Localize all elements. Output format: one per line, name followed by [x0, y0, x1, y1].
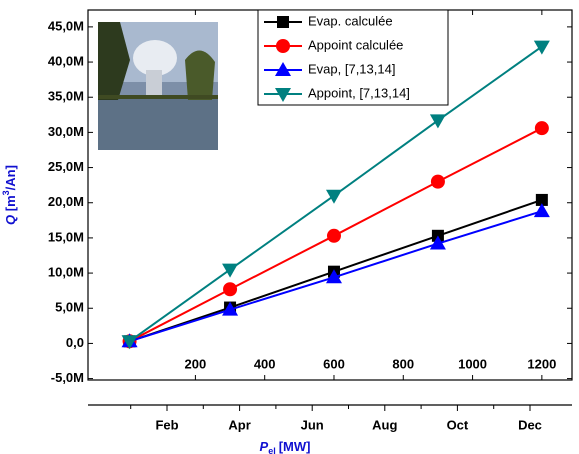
y-tick-label: 20,0M — [48, 194, 84, 209]
marker — [121, 335, 138, 350]
marker — [429, 114, 446, 129]
legend-label: Evap, [7,13,14] — [308, 61, 395, 76]
y-tick-label: 35,0M — [48, 89, 84, 104]
y-label-sup: 3 — [1, 190, 11, 195]
x-label-symbol: P — [260, 439, 269, 454]
x-tick-label: 1200 — [527, 356, 556, 371]
x2-tick-label: Apr — [228, 417, 250, 432]
marker — [533, 40, 550, 55]
x-tick-label: 600 — [323, 356, 345, 371]
x2-tick-label: Jun — [301, 417, 324, 432]
y-axis-label: Q [m3/An] — [1, 165, 18, 225]
y-tick-label: 40,0M — [48, 53, 84, 68]
y-tick-label: 30,0M — [48, 124, 84, 139]
y-tick-label: 0,0 — [66, 335, 84, 350]
marker — [429, 235, 446, 250]
marker — [277, 16, 289, 28]
y-tick-label: 25,0M — [48, 159, 84, 174]
marker — [275, 62, 291, 76]
marker — [276, 39, 290, 53]
y-label-unit: /An] — [3, 165, 18, 190]
y-label-unit: [m — [3, 195, 18, 211]
x-tick-label: 400 — [254, 356, 276, 371]
marker — [222, 301, 239, 316]
x-tick-label: 200 — [185, 356, 207, 371]
photo — [98, 22, 218, 150]
y-tick-label: 10,0M — [48, 265, 84, 280]
marker — [430, 174, 445, 189]
x-label-unit: [MW] — [279, 439, 311, 454]
x2-tick-label: Dec — [518, 417, 542, 432]
legend: Evap. calculée Appoint calculée Evap, [7,1… — [257, 9, 449, 106]
legend-label: Appoint calculée — [308, 37, 403, 52]
x2-tick-label: Oct — [447, 417, 469, 432]
x2-tick-label: Aug — [372, 417, 397, 432]
y-tick-label: -5,0M — [51, 370, 84, 385]
x-tick-label: 1000 — [458, 356, 487, 371]
legend-label: Appoint, [7,13,14] — [308, 85, 410, 100]
marker — [222, 263, 239, 278]
marker — [223, 282, 238, 297]
marker — [535, 193, 548, 206]
x2-tick-label: Feb — [155, 417, 178, 432]
y-tick-label: 45,0M — [48, 18, 84, 33]
marker — [275, 88, 291, 102]
marker — [534, 121, 549, 136]
x-tick-label: 800 — [392, 356, 414, 371]
marker — [325, 189, 342, 204]
marker — [533, 203, 550, 218]
y-tick-label: 5,0M — [55, 300, 84, 315]
y-tick-label: 15,0M — [48, 229, 84, 244]
marker — [326, 228, 341, 243]
marker — [325, 269, 342, 284]
y-label-symbol: Q — [3, 215, 18, 225]
x-axis-label: Pel [MW] — [260, 439, 311, 454]
x-label-sub: el — [268, 446, 276, 454]
legend-label: Evap. calculée — [308, 13, 393, 28]
